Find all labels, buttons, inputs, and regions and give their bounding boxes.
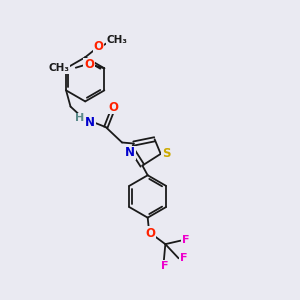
Text: O: O [94, 40, 103, 52]
Text: S: S [162, 147, 170, 160]
Text: F: F [161, 261, 168, 271]
Text: N: N [85, 116, 95, 129]
Text: F: F [180, 253, 187, 263]
Text: N: N [125, 146, 135, 159]
Text: O: O [84, 58, 94, 71]
Text: CH₃: CH₃ [106, 35, 127, 45]
Text: O: O [109, 101, 119, 114]
Text: H: H [75, 113, 84, 123]
Text: CH₃: CH₃ [49, 63, 70, 73]
Text: F: F [182, 235, 189, 245]
Text: O: O [146, 227, 156, 240]
